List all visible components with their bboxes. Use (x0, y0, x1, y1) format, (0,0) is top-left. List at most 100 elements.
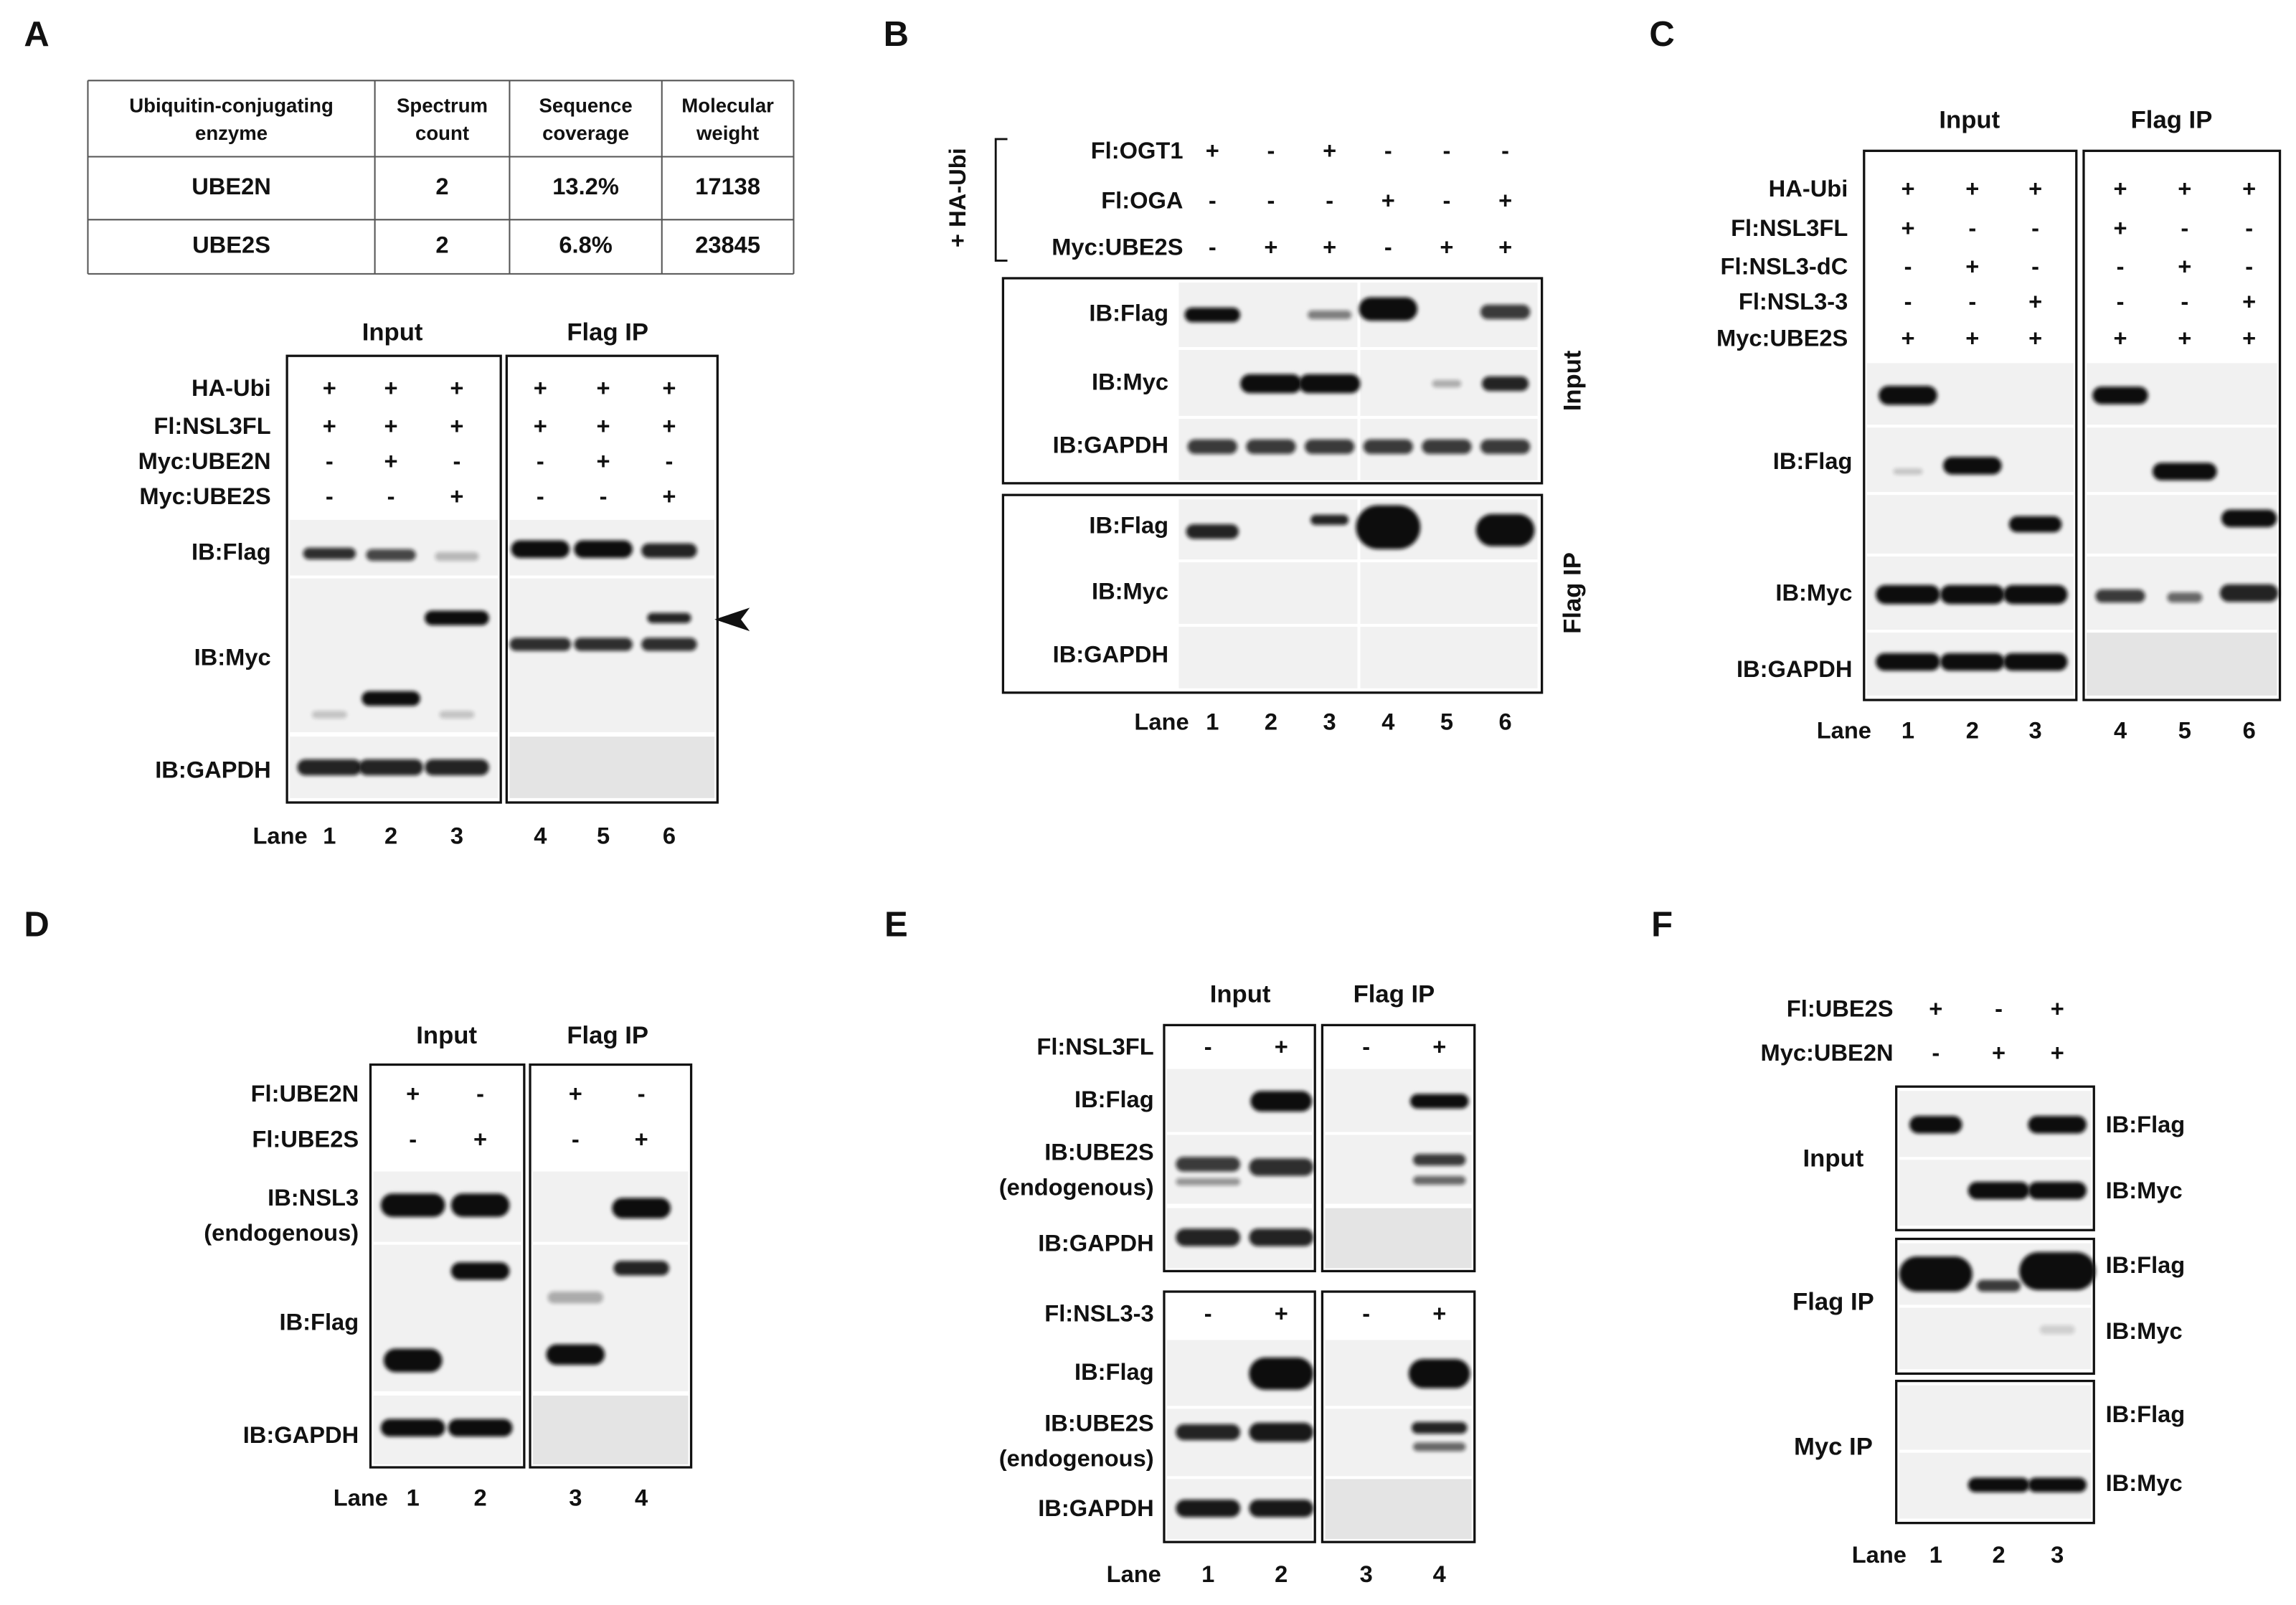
band (450, 1262, 510, 1280)
blot-label: IB:Myc (2106, 1177, 2183, 1203)
blot-strip (1899, 1307, 2092, 1370)
band (450, 1193, 510, 1217)
blot-label: (endogenous) (204, 1219, 359, 1246)
lane-number: 2 (1993, 1541, 2006, 1568)
band (1176, 1157, 1241, 1172)
sign: + (2178, 324, 2191, 351)
sign: - (1443, 186, 1451, 213)
blot-label: IB:Myc (2106, 1469, 2183, 1496)
sign: - (2117, 252, 2125, 279)
condition-label: Myc:UBE2N (1761, 1039, 1894, 1066)
sign: + (1901, 175, 1914, 202)
lane-number: 2 (1265, 708, 1277, 734)
condition-label: Fl:NSL3FL (1036, 1033, 1153, 1060)
sign: + (662, 483, 676, 509)
condition-label: Myc:UBE2S (139, 483, 270, 509)
band (425, 759, 489, 776)
band (1304, 439, 1355, 455)
sign: - (1362, 1033, 1370, 1060)
blot-label: IB:Flag (1089, 512, 1168, 539)
sign: - (1204, 1033, 1212, 1060)
lane-number: 6 (1499, 708, 1512, 734)
lane-number: 2 (1966, 717, 1979, 744)
condition-label: Fl:UBE2N (251, 1080, 359, 1107)
band (1480, 304, 1531, 320)
sign: - (326, 483, 334, 509)
blot-label: IB:Flag (1074, 1086, 1154, 1112)
condition-label: HA-Ubi (1769, 175, 1848, 202)
blot-label: IB:Flag (279, 1309, 359, 1335)
group-label: Input (1939, 107, 2000, 134)
lane-label: Lane (1107, 1561, 1161, 1587)
sign: - (326, 448, 334, 474)
group-label: Input (1559, 350, 1587, 411)
group-label: Myc IP (1794, 1434, 1873, 1461)
band (1413, 1175, 1466, 1185)
band (612, 1198, 671, 1218)
band (1249, 1422, 1314, 1442)
sign: - (1204, 1299, 1212, 1326)
lane-number: 3 (1323, 708, 1336, 734)
blot-strip (1178, 562, 1358, 624)
sign: + (635, 1125, 648, 1152)
band (546, 1344, 605, 1365)
table-cell: UBE2N (192, 173, 271, 199)
sign: + (597, 374, 610, 401)
lane-number: 3 (2029, 717, 2042, 744)
band (366, 549, 416, 562)
sign: + (662, 412, 676, 439)
condition-label: Fl:UBE2S (1787, 995, 1894, 1022)
sign: + (1498, 186, 1512, 213)
table-header: count (415, 122, 469, 144)
band (1876, 653, 1940, 671)
sign: - (1362, 1299, 1370, 1326)
sign: + (1965, 324, 1979, 351)
lane-number: 5 (1440, 708, 1453, 734)
band (574, 638, 633, 651)
sign: - (638, 1080, 646, 1107)
sign: - (537, 448, 544, 474)
blot-label: IB:GAPDH (1038, 1229, 1153, 1256)
blot-frame (1321, 1023, 1476, 1273)
blot-strip (1167, 1408, 1313, 1477)
lane-number: 3 (569, 1485, 582, 1511)
band (574, 540, 633, 558)
band (1176, 1424, 1241, 1441)
sign: - (387, 483, 395, 509)
sign: - (2031, 214, 2039, 241)
sign: - (1384, 137, 1392, 164)
blot-frame (369, 1063, 526, 1469)
band (613, 1261, 669, 1276)
condition-label: Fl:NSL3-dC (1721, 252, 1848, 279)
sign: + (450, 412, 463, 439)
sign: - (1995, 995, 2003, 1022)
band (1356, 505, 1421, 549)
lane-number: 1 (323, 823, 336, 849)
table-header: Molecular (681, 94, 774, 116)
sign: + (1901, 324, 1914, 351)
sign: - (1968, 288, 1976, 314)
blot-frame (505, 354, 719, 804)
sign: + (1498, 234, 1512, 260)
lane-number: 4 (1433, 1561, 1446, 1587)
lane-number: 3 (2051, 1541, 2064, 1568)
band (1475, 513, 1535, 546)
sign: + (2028, 324, 2042, 351)
blot-label: IB:NSL3 (268, 1184, 359, 1211)
lane-number: 3 (450, 823, 463, 849)
lane-number: 2 (1275, 1561, 1288, 1587)
blot-frame (1001, 277, 1544, 485)
band (1249, 1357, 1314, 1390)
sign: - (2117, 288, 2125, 314)
lane-number: 2 (384, 823, 397, 849)
sign: + (2242, 288, 2256, 314)
blot-label: IB:GAPDH (155, 757, 270, 783)
blot-label: IB:GAPDH (243, 1421, 359, 1448)
blot-frame (285, 354, 502, 804)
sign: - (2245, 214, 2253, 241)
blot-strip (1899, 1385, 2092, 1450)
band (1481, 376, 1529, 392)
band (511, 540, 570, 558)
table-header: Ubiquitin-conjugating (129, 94, 334, 116)
